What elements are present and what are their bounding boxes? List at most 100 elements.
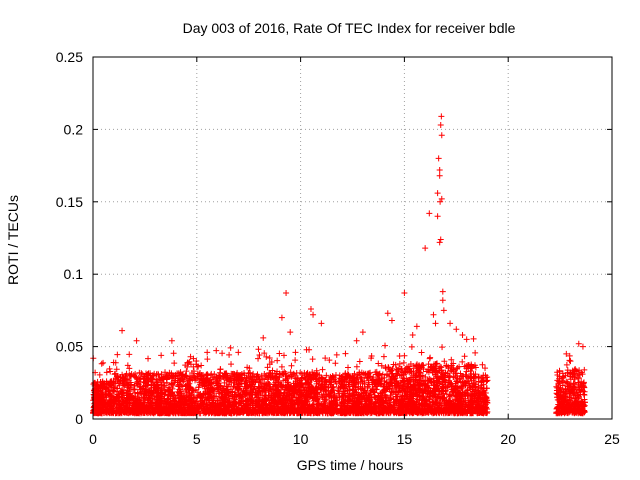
data-point [244, 404, 251, 411]
data-point [127, 373, 134, 380]
data-point [226, 351, 233, 358]
data-point [279, 382, 286, 389]
data-point [397, 382, 404, 389]
data-point [365, 404, 372, 411]
data-point [273, 384, 280, 391]
data-point [448, 356, 455, 363]
data-point [431, 388, 438, 395]
data-point [169, 372, 176, 379]
data-point [106, 387, 113, 394]
data-point [413, 370, 420, 377]
data-point [241, 389, 248, 396]
data-point [309, 369, 316, 376]
data-point [392, 382, 399, 389]
data-point [198, 397, 205, 404]
data-point [177, 378, 184, 385]
data-point [469, 405, 476, 412]
data-point [90, 404, 97, 411]
data-point [120, 379, 127, 386]
data-point [436, 400, 443, 407]
data-point [293, 410, 300, 417]
data-point [171, 360, 178, 367]
data-point [448, 400, 455, 407]
data-point [337, 409, 344, 416]
data-point [293, 394, 300, 401]
data-point [322, 355, 329, 362]
data-point [442, 388, 449, 395]
data-point [203, 409, 210, 416]
data-point [137, 378, 144, 385]
data-point [445, 379, 452, 386]
data-point [220, 385, 227, 392]
data-point [174, 409, 181, 416]
data-point [467, 398, 474, 405]
data-point [229, 393, 236, 400]
data-point [318, 384, 325, 391]
data-point [228, 403, 235, 410]
data-point [285, 373, 292, 380]
data-point [315, 399, 322, 406]
data-point [159, 387, 166, 394]
data-point [333, 351, 340, 358]
data-point [320, 403, 327, 410]
data-point [458, 409, 465, 416]
data-point [226, 374, 233, 381]
data-point [425, 369, 432, 376]
data-point [306, 383, 313, 390]
data-point [264, 376, 271, 383]
data-point [282, 370, 289, 377]
data-point [227, 344, 234, 351]
data-point [130, 386, 137, 393]
data-point [380, 405, 387, 412]
data-point [225, 402, 232, 409]
data-point [320, 391, 327, 398]
data-point [387, 388, 394, 395]
data-point [435, 385, 442, 392]
data-point [410, 392, 417, 399]
data-point [336, 388, 343, 395]
data-point [422, 388, 429, 395]
data-point [101, 404, 108, 411]
data-point [358, 374, 365, 381]
data-point [222, 403, 229, 410]
data-point [188, 391, 195, 398]
data-point [468, 361, 475, 368]
data-point [243, 385, 250, 392]
data-point [404, 377, 411, 384]
data-point [249, 376, 256, 383]
data-point [271, 394, 278, 401]
data-point [443, 362, 450, 369]
data-point [259, 375, 266, 382]
data-point [98, 360, 105, 367]
data-point [232, 389, 239, 396]
data-point [328, 387, 335, 394]
data-point [143, 403, 150, 410]
data-point [274, 409, 281, 416]
data-point [408, 376, 415, 383]
data-point [178, 382, 185, 389]
data-point [328, 402, 335, 409]
data-point [175, 388, 182, 395]
data-point [375, 360, 382, 367]
data-point [300, 391, 307, 398]
data-point [141, 375, 148, 382]
data-point [266, 361, 273, 368]
data-point [126, 351, 133, 358]
data-point [213, 393, 220, 400]
data-point [411, 383, 418, 390]
data-point [283, 397, 290, 404]
data-point [103, 408, 110, 415]
data-point [155, 371, 162, 378]
data-point [340, 400, 347, 407]
data-point [346, 374, 353, 381]
data-point [284, 393, 291, 400]
data-point [356, 358, 363, 365]
data-point [467, 374, 474, 381]
data-point [396, 360, 403, 367]
data-point [375, 409, 382, 416]
data-point [429, 406, 436, 413]
data-point [123, 392, 130, 399]
data-point [361, 377, 368, 384]
data-point [153, 395, 160, 402]
data-point [310, 410, 317, 417]
